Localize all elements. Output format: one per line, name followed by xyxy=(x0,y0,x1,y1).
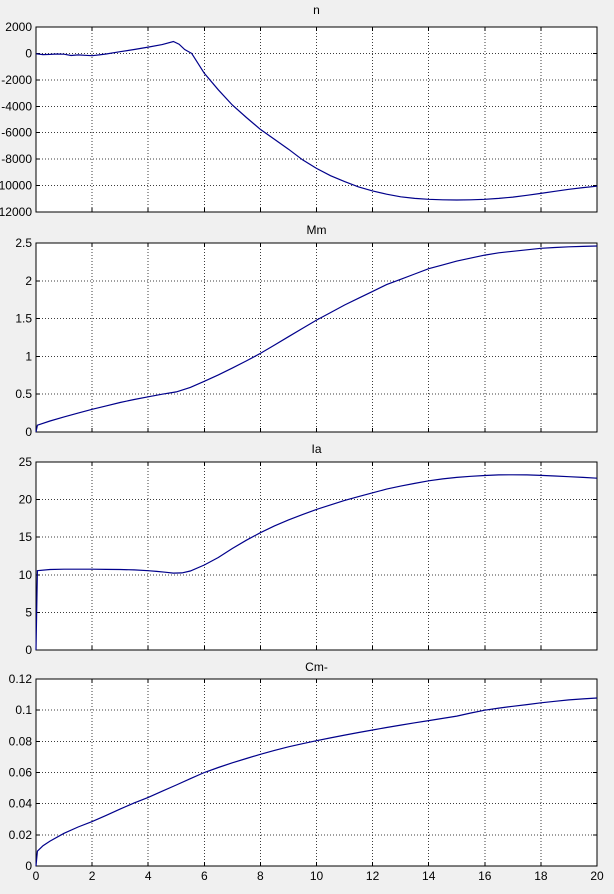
subplot-2-title: Mm xyxy=(306,223,327,237)
y-tick-label: -6000 xyxy=(1,126,32,140)
series-line-n xyxy=(35,40,598,201)
y-tick-label: 0 xyxy=(25,425,32,439)
y-tick-label: 0.08 xyxy=(9,734,33,748)
y-tick-label: -4000 xyxy=(1,99,32,113)
y-tick-label: 25 xyxy=(19,455,33,469)
y-tick-label: 10 xyxy=(19,568,33,582)
y-tick-label: 10000 xyxy=(0,179,32,193)
y-tick-label: -8000 xyxy=(1,152,32,166)
x-tick-label: 2 xyxy=(89,869,96,883)
subplot-4-title: Cm- xyxy=(305,660,328,674)
y-tick-label: 0.02 xyxy=(9,828,33,842)
y-tick-label: 0.04 xyxy=(9,797,33,811)
plot-area xyxy=(36,243,597,432)
y-tick-label: 2 xyxy=(25,274,32,288)
y-tick-label: 0 xyxy=(25,46,32,60)
series-line-Ia xyxy=(35,474,598,651)
x-tick-label: 4 xyxy=(145,869,152,883)
y-tick-label: 5 xyxy=(25,605,32,619)
subplot-3-title: Ia xyxy=(311,442,322,456)
y-tick-label: 0.5 xyxy=(15,387,32,401)
x-tick-label: 20 xyxy=(590,869,604,883)
y-tick-label: 1 xyxy=(25,349,32,363)
subplot-1-title: n xyxy=(313,3,320,17)
axes-border xyxy=(35,242,598,433)
x-tick-label: 8 xyxy=(257,869,264,883)
axes-border xyxy=(35,678,598,867)
x-tick-label: 6 xyxy=(201,869,208,883)
x-tick-label: 16 xyxy=(478,869,492,883)
x-tick-label: 10 xyxy=(310,869,324,883)
y-tick-label: 15 xyxy=(19,530,33,544)
y-tick-label: 2000 xyxy=(5,20,32,34)
series-line-Mm xyxy=(35,245,598,433)
y-tick-label: 1.5 xyxy=(15,312,32,326)
y-tick-label: 0.12 xyxy=(9,672,33,686)
series-line-Cm xyxy=(35,697,598,867)
x-tick-label: 14 xyxy=(422,869,436,883)
y-tick-label: 0 xyxy=(25,859,32,873)
x-tick-label: 12 xyxy=(366,869,380,883)
y-tick-label: 0.06 xyxy=(9,766,33,780)
y-tick-label: 0 xyxy=(25,643,32,657)
y-tick-label: 2.5 xyxy=(15,236,32,250)
y-tick-label: 0.1 xyxy=(15,703,32,717)
x-tick-label: 18 xyxy=(534,869,548,883)
y-tick-label: 12000 xyxy=(0,205,32,219)
x-tick-label: 0 xyxy=(33,869,40,883)
axes-border xyxy=(35,26,598,213)
y-tick-label: -2000 xyxy=(1,73,32,87)
axes-border xyxy=(35,461,598,651)
y-tick-label: 20 xyxy=(19,493,33,507)
